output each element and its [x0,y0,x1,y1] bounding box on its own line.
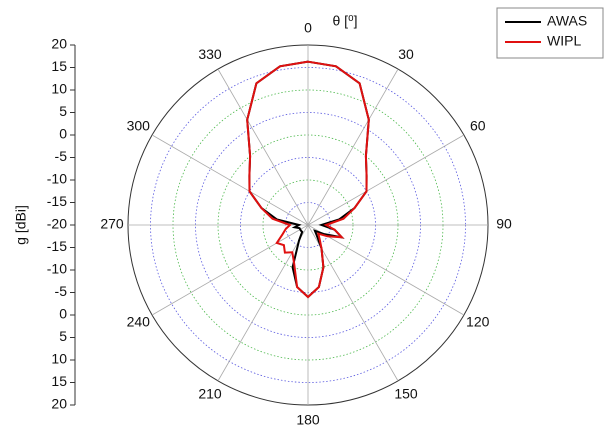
spoke [217,224,309,382]
spoke [307,224,465,316]
angle-tick-label: 270 [100,216,124,232]
radial-tick-label: 10 [51,351,67,367]
radial-tick-label: 0 [59,126,67,142]
radial-tick-label: 20 [51,36,67,52]
angle-tick-label: 0 [304,20,312,36]
radial-tick-label: 15 [51,58,67,74]
spoke [151,134,309,226]
radial-axis-label: g [dBi] [13,205,29,245]
angle-tick-label: 210 [198,385,222,401]
spoke [307,68,399,226]
radial-tick-label: 0 [59,306,67,322]
radial-tick-label: 5 [59,328,67,344]
spoke [217,68,309,226]
radial-tick-label: -15 [47,193,67,209]
angle-axis-label: θ [⁰] [332,13,357,29]
radial-tick-label: -15 [47,238,67,254]
angle-tick-label: 90 [496,216,512,232]
angle-tick-label: 120 [466,314,490,330]
angle-tick-label: 30 [398,46,414,62]
radial-tick-label: 10 [51,81,67,97]
radial-tick-label: -5 [55,148,68,164]
spoke [307,224,399,382]
series-line [246,60,370,299]
radial-tick-label: -10 [47,171,67,187]
radial-tick-label: 15 [51,373,67,389]
spoke [151,224,309,316]
angle-tick-label: 180 [296,412,320,428]
angle-tick-label: 60 [470,118,486,134]
angle-tick-label: 300 [127,118,151,134]
angle-tick-label: 150 [394,385,418,401]
radial-tick-label: -20 [47,216,67,232]
legend-label: WIPL [547,33,581,49]
angle-tick-label: 330 [198,46,222,62]
radial-tick-label: 5 [59,103,67,119]
legend-box [496,7,604,59]
angle-tick-label: 240 [127,314,151,330]
legend-label: AWAS [547,13,587,29]
radial-tick-label: 20 [51,396,67,412]
radial-tick-label: -10 [47,261,67,277]
radial-tick-label: -5 [55,283,68,299]
spoke [307,134,465,226]
